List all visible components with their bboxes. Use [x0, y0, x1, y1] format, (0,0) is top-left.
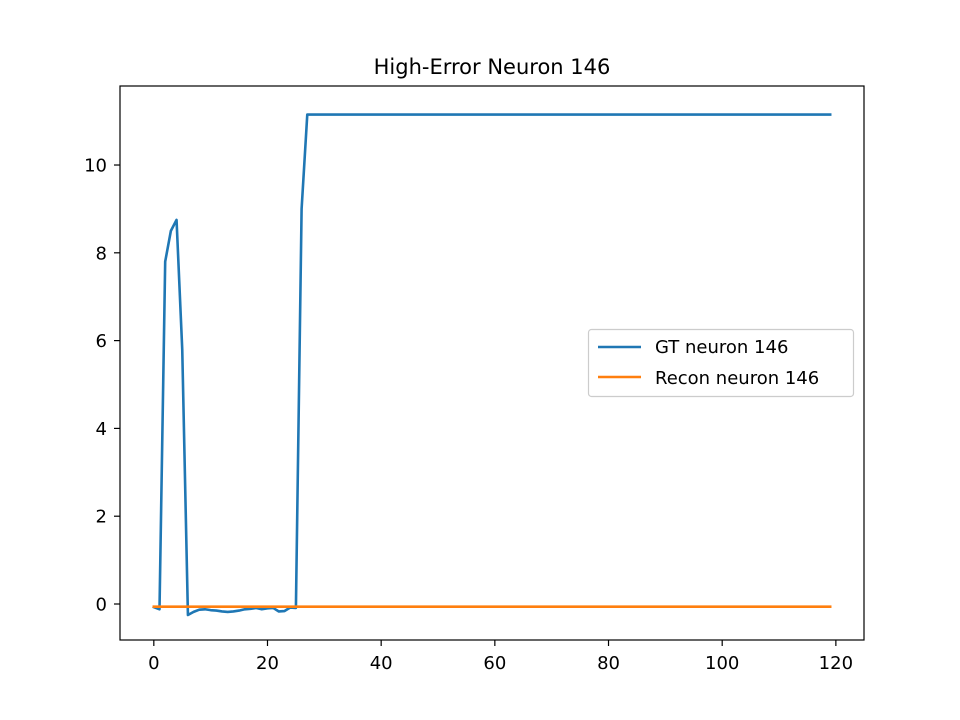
x-tick-label: 20 — [256, 653, 279, 674]
x-tick-label: 100 — [705, 653, 739, 674]
legend: GT neuron 146 Recon neuron 146 — [587, 328, 855, 398]
series-line-gt — [152, 113, 832, 617]
legend-label-recon: Recon neuron 146 — [655, 368, 819, 389]
x-tick-label: 60 — [483, 653, 506, 674]
x-tick-label: 120 — [819, 653, 853, 674]
plot-area-frame — [119, 85, 865, 641]
chart-title: High-Error Neuron 146 — [374, 55, 611, 79]
x-tick-label: 40 — [370, 653, 393, 674]
y-tick-label: 6 — [96, 331, 107, 352]
y-tick-label: 0 — [96, 595, 107, 616]
legend-label-gt: GT neuron 146 — [655, 337, 788, 358]
y-tick-label: 10 — [84, 156, 107, 177]
legend-box — [587, 328, 855, 398]
y-tick-label: 4 — [96, 419, 107, 440]
y-tick-label: 8 — [96, 243, 107, 264]
y-tick-label: 2 — [96, 507, 107, 528]
x-tick-label: 80 — [597, 653, 620, 674]
x-axis: 0 20 40 60 80 100 120 — [148, 640, 853, 674]
plot-lines — [152, 113, 832, 617]
y-axis: 0 2 4 6 8 10 — [84, 156, 120, 616]
x-tick-label: 0 — [148, 653, 159, 674]
